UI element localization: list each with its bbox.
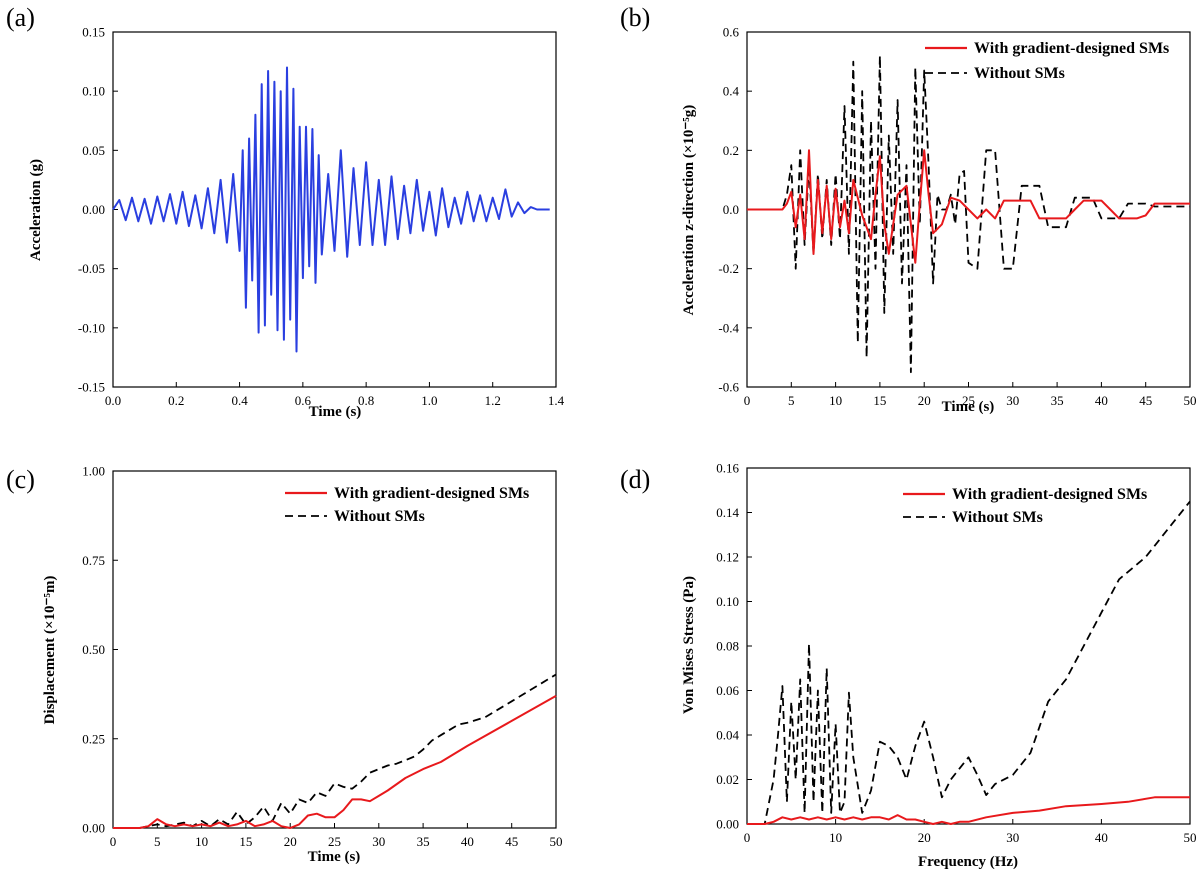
panel-b-xlabel: Time (s) bbox=[942, 399, 995, 415]
panel-b-xtick-label: 5 bbox=[788, 393, 795, 408]
panel-a-series-input bbox=[112, 66, 550, 353]
panel-a-xtick-label: 1.4 bbox=[548, 393, 565, 408]
panel-d-ytick-label: 0.14 bbox=[716, 505, 739, 520]
panel-c-xtick-label: 15 bbox=[239, 834, 252, 849]
panel-b-series-with bbox=[747, 149, 1190, 264]
panel-d: (d) Frequency (Hz) Von Mises Stress (Pa)… bbox=[620, 461, 1197, 871]
panel-a-xtick-label: 0.4 bbox=[231, 393, 248, 408]
panel-b-xtick-label: 30 bbox=[1006, 393, 1019, 408]
panel-d-ytick-label: 0.00 bbox=[716, 817, 739, 832]
panel-c-xtick-label: 40 bbox=[461, 834, 474, 849]
panel-a-ytick-label: 0.00 bbox=[82, 202, 105, 217]
panel-d-xtick-label: 30 bbox=[1006, 830, 1019, 845]
panel-c-xtick-label: 20 bbox=[284, 834, 297, 849]
panel-c: (c) Time (s) Displacement (×10⁻⁵m) With … bbox=[6, 464, 563, 866]
panel-c-xtick-label: 0 bbox=[110, 834, 117, 849]
panel-c-xtick-label: 45 bbox=[505, 834, 518, 849]
panel-b-xtick-label: 40 bbox=[1095, 393, 1108, 408]
panel-d-xtick-label: 0 bbox=[744, 830, 751, 845]
panel-b-series-without bbox=[747, 54, 1190, 374]
panel-a: (a) Time (s) Acceleration (g) 0.0 0.2 0.4 0… bbox=[6, 3, 565, 420]
panel-b-label: (b) bbox=[620, 3, 650, 32]
panel-b-ytick-label: -0.6 bbox=[718, 380, 739, 395]
panel-c-legend-with-label: With gradient-designed SMs bbox=[334, 485, 529, 502]
panel-d-ytick-label: 0.06 bbox=[716, 683, 739, 698]
panel-d-xtick-label: 20 bbox=[918, 830, 931, 845]
panel-b-ytick-label: 0.6 bbox=[723, 25, 740, 40]
panel-d-xtick-label: 40 bbox=[1095, 830, 1108, 845]
panel-a-ytick-label: -0.10 bbox=[78, 320, 105, 335]
panel-d-ytick-label: 0.04 bbox=[716, 728, 739, 743]
panel-c-ytick-label: 0.00 bbox=[82, 821, 105, 836]
panel-a-ytick-label: 0.15 bbox=[82, 25, 105, 40]
panel-b: (b) Time (s) Acceleration z-direction (×… bbox=[620, 3, 1197, 415]
panel-a-ytick-label: -0.05 bbox=[78, 261, 105, 276]
panel-c-xtick-label: 50 bbox=[550, 834, 563, 849]
panel-b-xtick-label: 20 bbox=[918, 393, 931, 408]
panel-d-label: (d) bbox=[620, 465, 650, 494]
panel-a-xtick-label: 1.2 bbox=[485, 393, 501, 408]
panel-b-ytick-label: 0.4 bbox=[723, 84, 740, 99]
panel-d-series-with bbox=[747, 796, 1190, 825]
panel-a-ytick-label: -0.15 bbox=[78, 380, 105, 395]
panel-a-xtick-label: 1.0 bbox=[421, 393, 437, 408]
panel-a-ylabel: Acceleration (g) bbox=[28, 159, 44, 261]
panel-d-ytick-label: 0.10 bbox=[716, 594, 739, 609]
panel-b-xtick-label: 50 bbox=[1184, 393, 1197, 408]
panel-c-xtick-label: 10 bbox=[195, 834, 208, 849]
panel-b-xtick-label: 10 bbox=[829, 393, 842, 408]
panel-d-xtick-label: 10 bbox=[829, 830, 842, 845]
panel-a-xlabel: Time (s) bbox=[309, 404, 362, 420]
panel-d-xtick-label: 50 bbox=[1184, 830, 1197, 845]
panel-b-legend-without-label: Without SMs bbox=[974, 65, 1065, 82]
panel-b-xtick-label: 15 bbox=[873, 393, 886, 408]
panel-d-series-without bbox=[747, 500, 1191, 825]
panel-c-xtick-label: 5 bbox=[154, 834, 161, 849]
panel-b-xtick-label: 35 bbox=[1051, 393, 1064, 408]
panel-a-xtick-label: 0.8 bbox=[358, 393, 374, 408]
panel-c-xtick-label: 30 bbox=[372, 834, 385, 849]
panel-b-ytick-label: -0.2 bbox=[718, 261, 739, 276]
panel-a-ytick-label: 0.10 bbox=[82, 84, 105, 99]
panel-c-ylabel: Displacement (×10⁻⁵m) bbox=[42, 576, 58, 725]
panel-a-xtick-label: 0.6 bbox=[295, 393, 312, 408]
panel-a-ytick-label: 0.05 bbox=[82, 143, 105, 158]
panel-c-ytick-label: 0.25 bbox=[82, 731, 105, 746]
panel-d-ytick-label: 0.02 bbox=[716, 772, 739, 787]
panel-d-ytick-label: 0.16 bbox=[716, 461, 739, 476]
panel-d-ylabel: Von Mises Stress (Pa) bbox=[681, 576, 697, 714]
panel-b-xtick-label: 45 bbox=[1139, 393, 1152, 408]
panel-a-xtick-label: 0.2 bbox=[168, 393, 184, 408]
panel-c-legend-without-label: Without SMs bbox=[334, 508, 425, 525]
panel-b-xtick-label: 0 bbox=[744, 393, 751, 408]
panel-c-xlabel: Time (s) bbox=[308, 849, 361, 865]
panel-b-ytick-label: 0.0 bbox=[723, 202, 739, 217]
panel-a-label: (a) bbox=[6, 3, 35, 32]
panel-c-series-with bbox=[113, 695, 557, 829]
panel-b-xtick-label: 25 bbox=[962, 393, 975, 408]
panel-b-ylabel: Acceleration z-direction (×10⁻⁵g) bbox=[681, 105, 697, 316]
panel-d-xlabel: Frequency (Hz) bbox=[918, 854, 1018, 870]
panel-d-ytick-label: 0.08 bbox=[716, 639, 739, 654]
panel-c-label: (c) bbox=[6, 465, 35, 494]
panel-b-ytick-label: 0.2 bbox=[723, 143, 739, 158]
panel-c-ytick-label: 0.75 bbox=[82, 553, 105, 568]
panel-c-ytick-label: 1.00 bbox=[82, 464, 105, 479]
panel-d-legend-without-label: Without SMs bbox=[952, 509, 1043, 526]
panel-b-ytick-label: -0.4 bbox=[718, 320, 739, 335]
panel-d-ytick-label: 0.12 bbox=[716, 550, 739, 565]
panel-d-legend-with-label: With gradient-designed SMs bbox=[952, 486, 1147, 503]
panel-c-ytick-label: 0.50 bbox=[82, 642, 105, 657]
panel-c-series-without bbox=[113, 673, 557, 829]
panel-a-xtick-label: 0.0 bbox=[105, 393, 121, 408]
panel-b-legend-with-label: With gradient-designed SMs bbox=[974, 40, 1169, 57]
panel-c-xtick-label: 25 bbox=[328, 834, 341, 849]
panel-c-xtick-label: 35 bbox=[417, 834, 430, 849]
